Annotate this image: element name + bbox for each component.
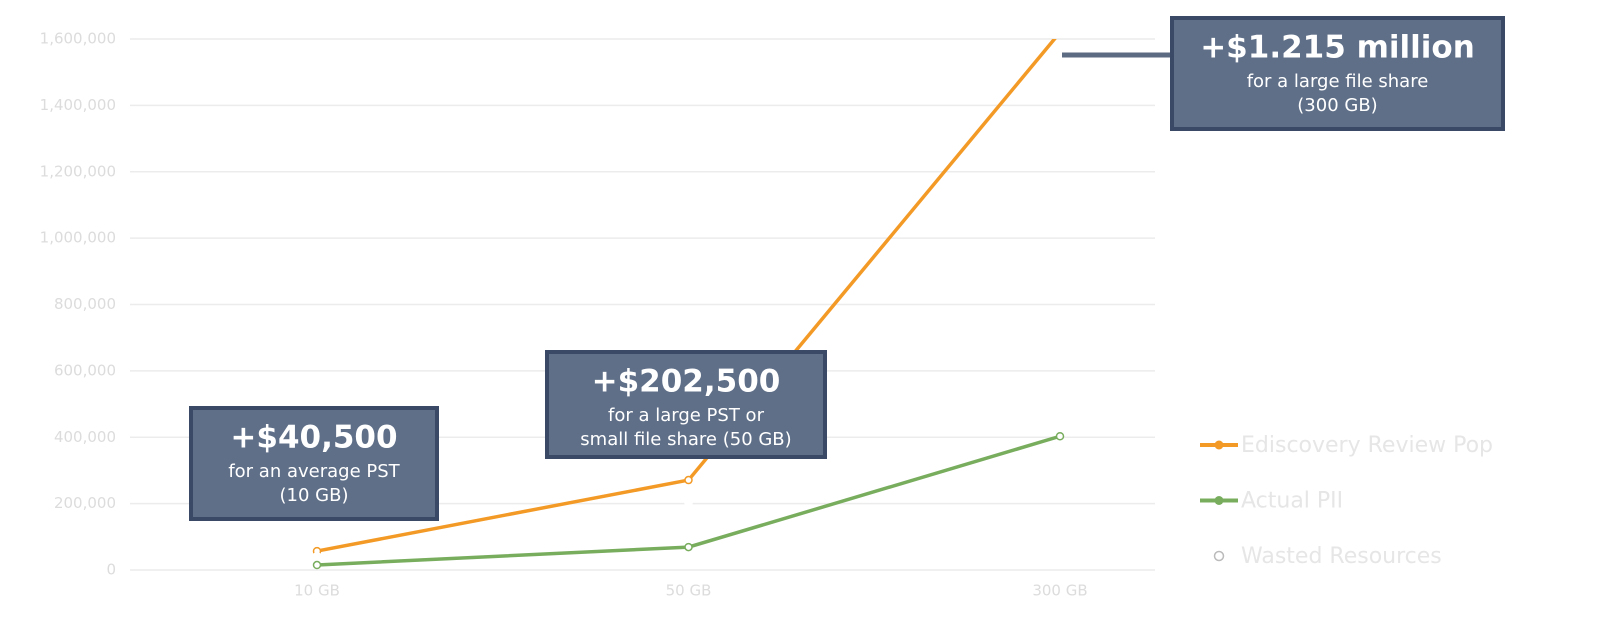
annotation-text: (10 GB)	[280, 485, 349, 506]
x-tick-label: 10 GB	[294, 582, 340, 600]
point	[312, 551, 322, 561]
annotations: +$40,500 for an average PST (10 GB) +$202,5…	[189, 16, 1505, 521]
y-tick-label: 1,200,000	[40, 162, 116, 180]
annotation-box	[189, 406, 439, 521]
legend-label: Wasted Resources	[1241, 544, 1442, 569]
annotation-text: small file share (50 GB)	[580, 429, 791, 450]
y-tick-label: 1,600,000	[40, 30, 116, 48]
annotation-box	[1170, 16, 1505, 131]
x-tick-label: 300 GB	[1032, 582, 1087, 600]
annotation-title: +$40,500	[230, 420, 397, 456]
annotation-text: (300 GB)	[1297, 95, 1377, 116]
legend: Ediscovery Review Pop Actual PII Wasted Re…	[1200, 433, 1493, 569]
legend-marker	[1214, 440, 1224, 450]
legend-item: Ediscovery Review Pop	[1200, 433, 1493, 458]
markers	[312, 161, 1065, 570]
point	[684, 542, 693, 552]
legend-marker	[1213, 550, 1225, 562]
y-tick-label: 600,000	[54, 361, 116, 379]
legend-item: Actual PII	[1200, 489, 1343, 514]
annotation: +$202,500 for a large PST or small file sh…	[545, 350, 827, 459]
annotation-title: +$1.215 million	[1200, 30, 1475, 66]
point	[1055, 432, 1065, 441]
legend-label: Ediscovery Review Pop	[1241, 433, 1493, 458]
x-tick-label: 50 GB	[666, 582, 712, 600]
y-tick-label: 400,000	[54, 428, 116, 446]
annotation-text: for an average PST	[228, 461, 400, 482]
annotation-text: for a large file share	[1247, 71, 1429, 92]
point	[312, 560, 322, 570]
legend-item: Wasted Resources	[1213, 544, 1442, 569]
y-tick-label: 800,000	[54, 295, 116, 313]
point	[1055, 161, 1065, 171]
legend-label: Actual PII	[1241, 489, 1343, 514]
annotation: +$40,500 for an average PST (10 GB)	[189, 406, 439, 521]
annotation-box	[545, 350, 827, 459]
annotation-text: for a large PST or	[608, 405, 765, 426]
point	[684, 475, 693, 485]
annotation-title: +$202,500	[592, 364, 781, 400]
point	[684, 498, 693, 508]
legend-marker	[1214, 496, 1224, 505]
y-tick-label: 0	[106, 561, 116, 579]
y-tick-label: 1,400,000	[40, 96, 116, 114]
grid: 0 200,000 400,000 600,000 800,000 1,000,000 1,…	[40, 30, 1155, 600]
annotation: +$1.215 million for a large file share (30…	[1170, 16, 1505, 131]
y-tick-label: 200,000	[54, 494, 116, 512]
y-tick-label: 1,000,000	[40, 229, 116, 247]
